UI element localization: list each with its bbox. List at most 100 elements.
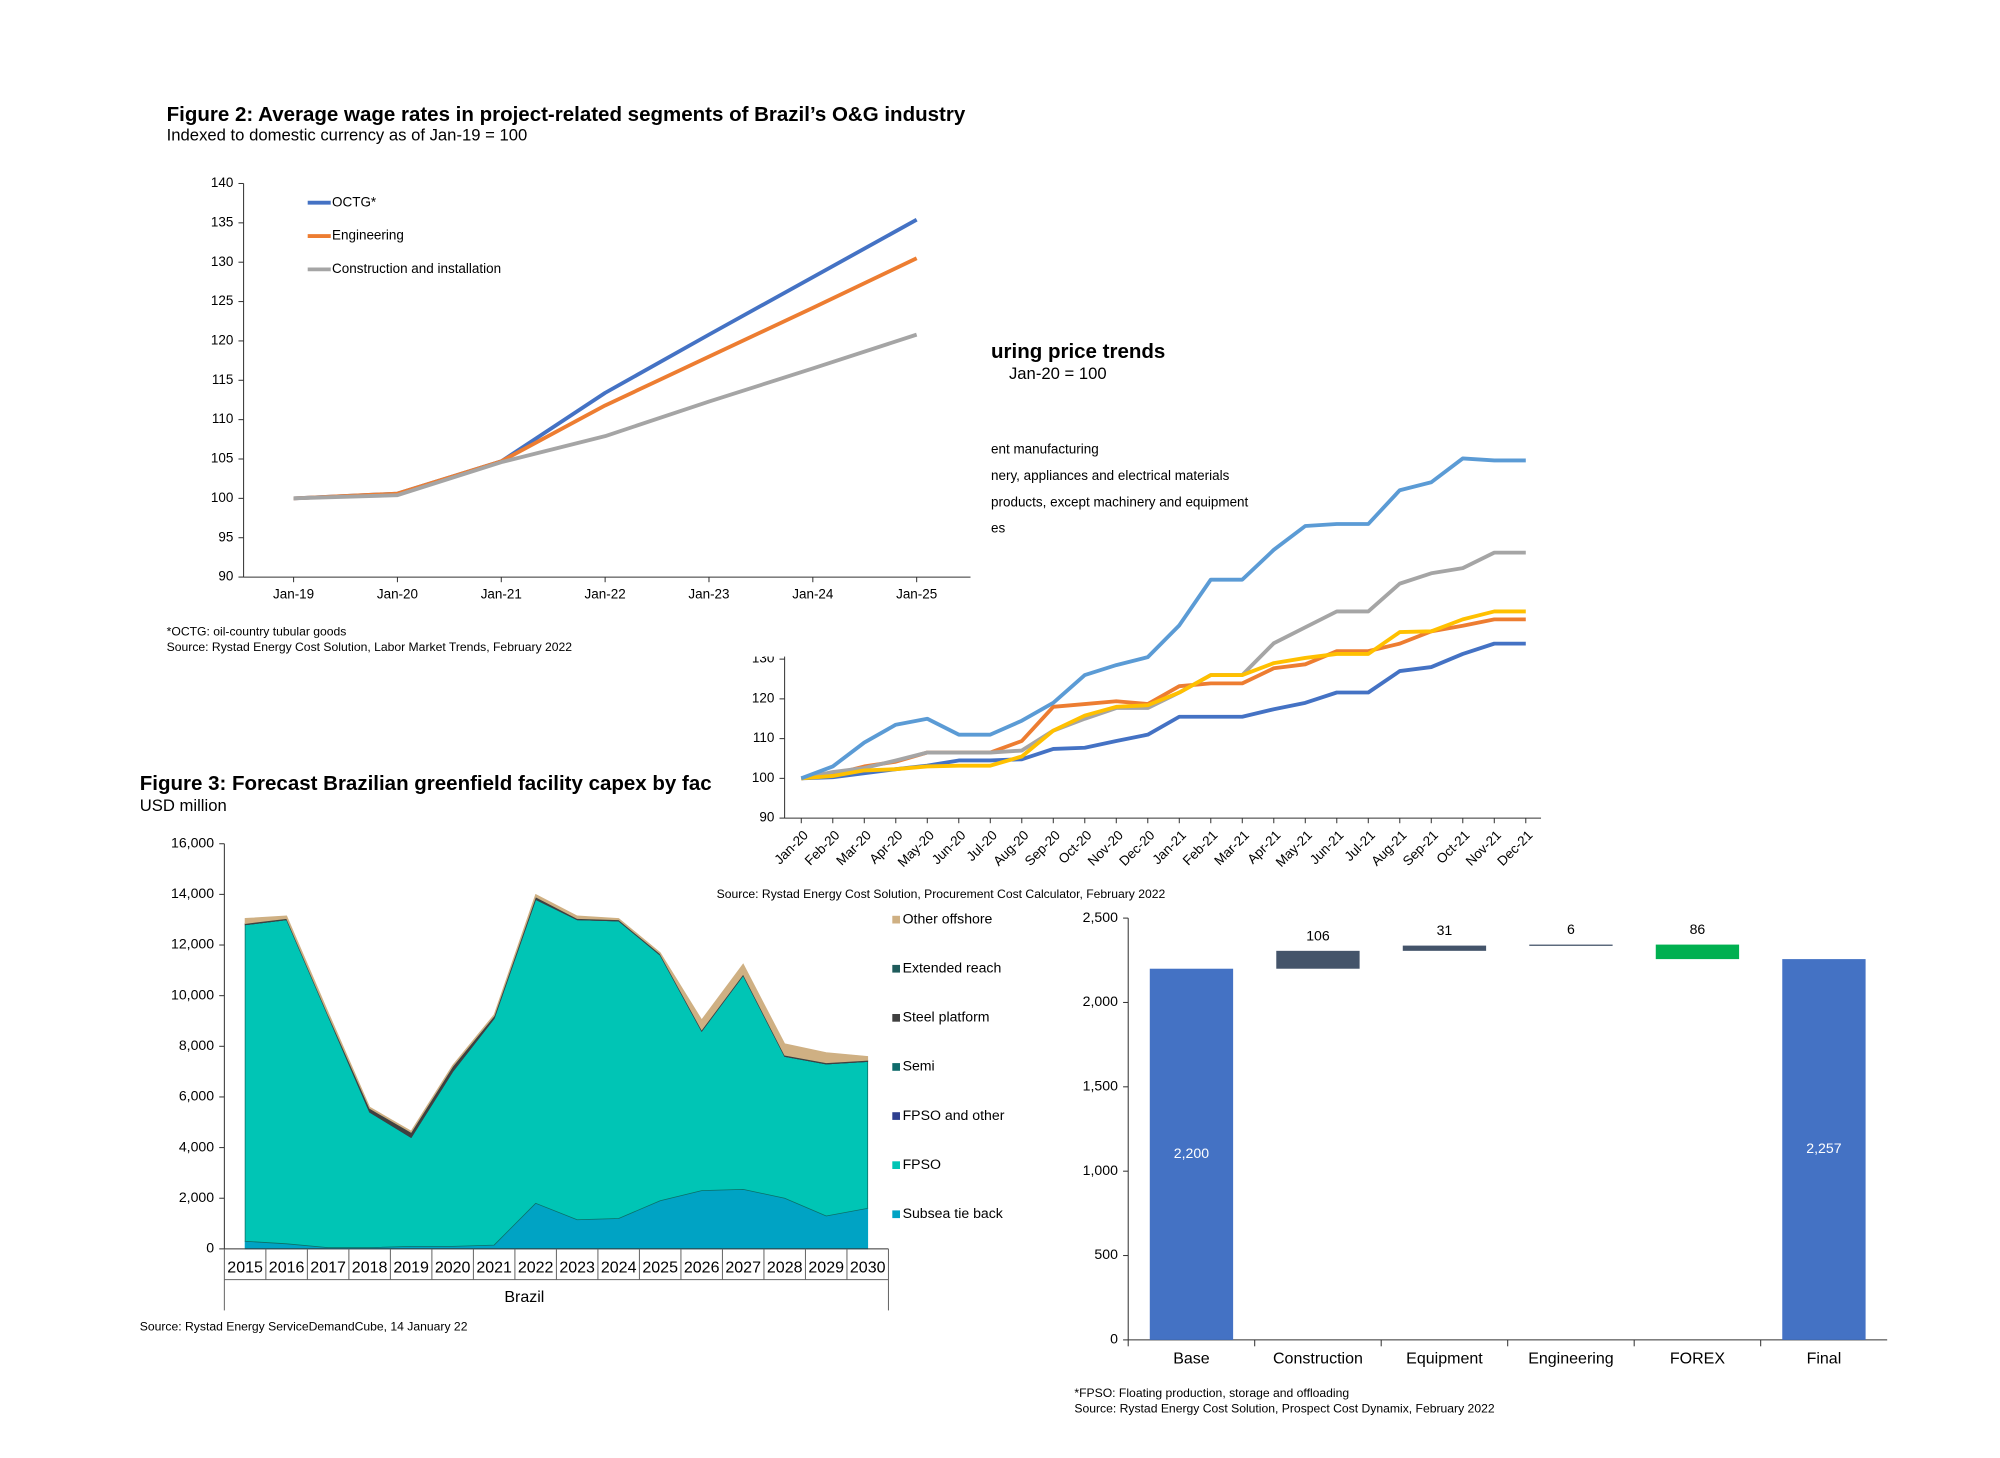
y-tick-label: 16,000 [171,834,214,850]
series-line [293,332,918,501]
y-tick-label: 105 [211,451,233,466]
y-tick-label: 90 [218,569,233,584]
chart-subtitle: Indexed to domestic currency as of Jan-1… [167,125,528,144]
chart-note: *FPSO: Floating production, storage and … [1074,1386,1349,1400]
y-tick-label: 125 [211,293,233,308]
x-tick-label: Jan-21 [481,587,522,602]
bar [1276,950,1360,969]
x-tick-label: Jan-19 [273,587,314,602]
chart-note: Source: Rystad Energy Cost Solution, Pro… [717,887,1166,901]
y-tick-label: 1,500 [1083,1078,1118,1094]
legend-label: Other offshore [903,910,993,926]
y-tick-label: 8,000 [179,1037,214,1053]
y-tick-label: 110 [212,411,233,426]
bar [1782,959,1866,1340]
legend-label: ent manufacturing [991,442,1099,457]
x-tick-label: Jan-23 [688,587,729,602]
y-tick-label: 135 [211,214,233,229]
x-tick-label: Engineering [1528,1349,1613,1367]
y-tick-label: 4,000 [179,1138,214,1154]
y-tick-label: 12,000 [171,936,214,952]
x-tick-label: 2028 [767,1258,803,1276]
bar-value-label: 86 [1690,921,1706,937]
legend-swatch [892,1112,900,1120]
legend-swatch [892,1161,900,1169]
x-tick-label: 2024 [601,1258,637,1276]
bar-value-label: 2,200 [1174,1145,1209,1161]
x-tick-label: Equipment [1406,1349,1483,1367]
legend-label: Steel platform [903,1009,990,1025]
y-tick-label: 115 [212,372,233,387]
y-tick-label: 500 [1094,1246,1118,1262]
chart-panel: 90 95 100 105 110 115 120 125 130 135 140 Jan-19 Jan… [153,89,988,657]
x-tick-label: Jan-25 [896,587,937,602]
x-tick-label: FOREX [1670,1349,1725,1367]
chart-note: Source: Rystad Energy Cost Solution, Pro… [1074,1401,1494,1415]
x-tick-label: Jan-22 [585,587,626,602]
legend-swatch [892,1014,900,1022]
legend-label: nery, appliances and electrical material… [991,468,1230,483]
legend-label: Construction and installation [332,261,501,276]
legend-label: es [991,521,1005,536]
legend-label: FPSO and other [903,1107,1005,1123]
legend-swatch [892,1063,900,1071]
legend-label: OCTG* [332,194,377,209]
y-tick-label: 6,000 [179,1088,214,1104]
legend-label: Engineering [332,228,404,243]
series-area [244,898,869,1248]
chart-panel: 0 2,000 4,000 6,000 8,000 10,000 12,000 14,000 1… [140,772,1005,1333]
x-tick-label: 2023 [559,1258,595,1276]
legend-label: products, except machinery and equipment [991,494,1249,509]
bar-value-label: 31 [1437,922,1453,938]
x-tick-label: Final [1807,1349,1842,1367]
x-tick-label: 2015 [227,1258,263,1276]
chart-panel: 0 500 1,000 1,500 2,000 2,500 2,200 Base 106 Cons… [1074,909,1888,1415]
bar [1655,944,1740,960]
y-tick-label: 140 [211,175,233,190]
x-tick-label: 2018 [352,1258,388,1276]
x-tick-label: 2027 [725,1258,761,1276]
chart-note: Source: Rystad Energy ServiceDemandCube,… [140,1319,468,1333]
bar [1529,944,1613,946]
y-tick-label: 2,000 [179,1189,214,1205]
y-tick-label: 120 [211,332,233,347]
bar [1402,945,1487,951]
x-tick-label: Construction [1273,1349,1363,1367]
x-tick-label: 2021 [476,1258,512,1276]
y-tick-label: 0 [206,1240,214,1256]
chart-note: Source: Rystad Energy Cost Solution, Lab… [167,640,573,654]
y-tick-label: 120 [752,690,774,705]
y-tick-label: 100 [211,490,233,505]
y-tick-label: 100 [752,770,774,785]
chart-note: *OCTG: oil-country tubular goods [167,624,347,638]
y-tick-label: 110 [753,730,774,745]
y-tick-label: 0 [1110,1331,1118,1347]
x-tick-label: 2020 [435,1258,471,1276]
bar-value-label: 106 [1306,927,1330,943]
chart-subtitle: USD million [140,796,227,815]
chart-title: Figure 3: Forecast Brazilian greenfield … [140,772,712,795]
x-tick-label: 2017 [310,1258,346,1276]
x-tick-label: 2025 [642,1258,678,1276]
y-tick-label: 2,500 [1083,909,1118,925]
chart-title: uring price trends [991,340,1165,363]
legend-label: Extended reach [903,959,1002,975]
legend-label: Subsea tie back [903,1205,1004,1221]
legend-swatch [892,915,900,924]
y-tick-label: 10,000 [171,986,214,1002]
bar [1149,968,1234,1340]
series-area [244,893,869,1133]
bar-value-label: 2,257 [1806,1140,1841,1156]
x-tick-label: Base [1173,1349,1210,1367]
series-line [800,456,1526,781]
x-tick-label: 2030 [850,1258,886,1276]
y-tick-label: 1,000 [1083,1162,1118,1178]
y-tick-label: 2,000 [1083,993,1118,1009]
y-tick-label: 14,000 [171,885,214,901]
y-tick-label: 95 [218,529,233,544]
x-tick-label: 2029 [808,1258,844,1276]
legend-label: Semi [903,1058,935,1074]
y-tick-label: 130 [211,254,233,269]
